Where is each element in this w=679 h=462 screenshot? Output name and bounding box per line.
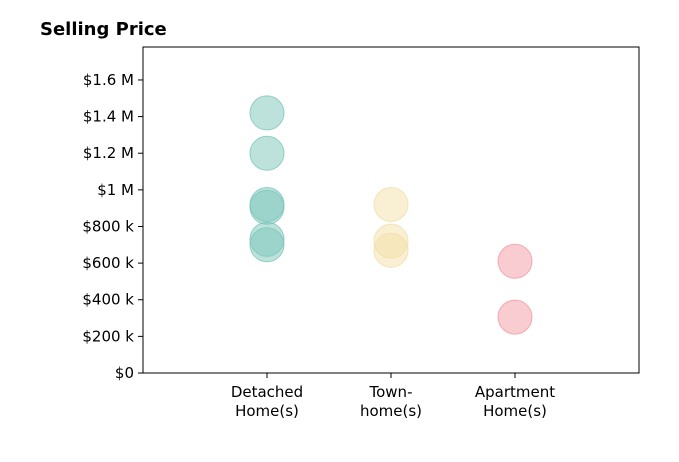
x-tick-label: Detached Home(s): [231, 383, 303, 420]
y-tick-label: $200 k: [82, 327, 134, 345]
data-point: [497, 299, 533, 335]
y-tick-label: $0: [115, 364, 134, 382]
y-tick-label: $600 k: [82, 254, 134, 272]
data-point: [249, 227, 285, 263]
x-tick-label: Town-home(s): [360, 383, 422, 420]
data-point: [497, 243, 533, 279]
plot-frame: [142, 46, 640, 374]
y-tick-label: $400 k: [82, 291, 134, 309]
plot-area: $0 $200 k $400 k $600 k $800 k $1 M $1.2 M $1.4…: [82, 71, 555, 420]
y-tick-label: $1.6 M: [83, 71, 134, 89]
y-tick-label: $1.2 M: [83, 144, 134, 162]
data-point: [249, 189, 285, 225]
y-tick-label: $1 M: [97, 181, 134, 199]
data-point: [249, 135, 285, 171]
y-tick-label: $1.4 M: [83, 108, 134, 126]
x-tick-label: Apartment Home(s): [475, 383, 555, 420]
data-point: [373, 232, 409, 268]
y-tick-label: $800 k: [82, 217, 134, 235]
data-point: [373, 187, 409, 223]
data-point: [249, 95, 285, 131]
chart-title: Selling Price: [40, 19, 167, 40]
